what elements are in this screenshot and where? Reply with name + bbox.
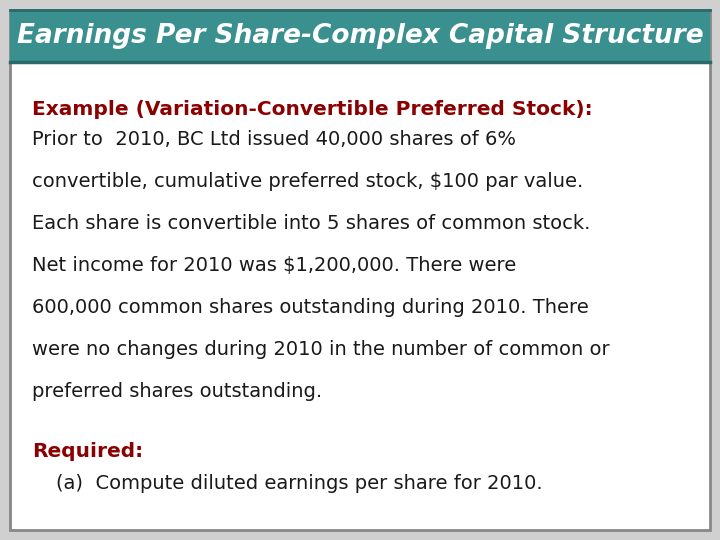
Text: Required:: Required: <box>32 442 143 461</box>
Text: Example (Variation-Convertible Preferred Stock):: Example (Variation-Convertible Preferred… <box>32 100 593 119</box>
Text: Prior to  2010, BC Ltd issued 40,000 shares of 6%: Prior to 2010, BC Ltd issued 40,000 shar… <box>32 130 516 149</box>
Text: Each share is convertible into 5 shares of common stock.: Each share is convertible into 5 shares … <box>32 214 590 233</box>
Text: preferred shares outstanding.: preferred shares outstanding. <box>32 382 322 401</box>
Text: 600,000 common shares outstanding during 2010. There: 600,000 common shares outstanding during… <box>32 298 589 317</box>
Text: Earnings Per Share-Complex Capital Structure: Earnings Per Share-Complex Capital Struc… <box>17 23 703 49</box>
Text: Net income for 2010 was $1,200,000. There were: Net income for 2010 was $1,200,000. Ther… <box>32 256 516 275</box>
Text: were no changes during 2010 in the number of common or: were no changes during 2010 in the numbe… <box>32 340 610 359</box>
Text: convertible, cumulative preferred stock, $100 par value.: convertible, cumulative preferred stock,… <box>32 172 583 191</box>
Bar <box>10 10 710 62</box>
Text: (a)  Compute diluted earnings per share for 2010.: (a) Compute diluted earnings per share f… <box>56 474 543 493</box>
